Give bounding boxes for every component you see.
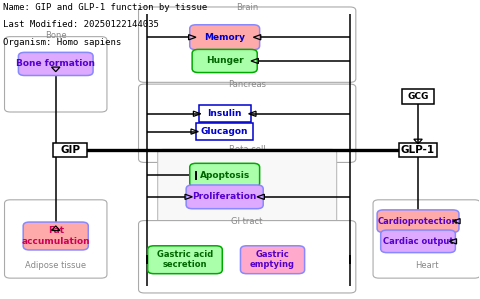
FancyBboxPatch shape: [190, 25, 260, 50]
Text: Pancreas: Pancreas: [228, 80, 266, 89]
Text: Cardioprotection: Cardioprotection: [378, 217, 458, 226]
Text: Fat
accumulation: Fat accumulation: [22, 226, 90, 246]
FancyBboxPatch shape: [157, 150, 336, 225]
FancyBboxPatch shape: [139, 7, 356, 82]
FancyBboxPatch shape: [18, 52, 93, 76]
Text: Memory: Memory: [204, 33, 245, 42]
Text: Heart: Heart: [415, 261, 438, 270]
Text: GI tract: GI tract: [231, 216, 263, 226]
Text: Bone formation: Bone formation: [16, 60, 95, 68]
Text: Adipose tissue: Adipose tissue: [25, 261, 86, 270]
Text: Cardiac output: Cardiac output: [383, 237, 453, 246]
Text: Last Modified: 20250122144035: Last Modified: 20250122144035: [3, 20, 159, 29]
FancyBboxPatch shape: [139, 84, 356, 162]
Text: Apoptosis: Apoptosis: [200, 171, 250, 180]
Text: Beta cell: Beta cell: [229, 145, 265, 154]
Text: Brain: Brain: [236, 3, 258, 12]
FancyBboxPatch shape: [199, 106, 251, 122]
FancyBboxPatch shape: [186, 185, 263, 209]
FancyBboxPatch shape: [139, 221, 356, 293]
FancyBboxPatch shape: [148, 246, 222, 274]
Text: Name: GIP and GLP-1 function by tissue: Name: GIP and GLP-1 function by tissue: [3, 3, 207, 12]
FancyBboxPatch shape: [4, 37, 107, 112]
Text: GIP: GIP: [60, 145, 80, 155]
FancyBboxPatch shape: [23, 222, 88, 250]
Text: Glucagon: Glucagon: [201, 127, 249, 136]
Text: GLP-1: GLP-1: [401, 145, 435, 155]
FancyBboxPatch shape: [192, 49, 257, 73]
Text: Proliferation: Proliferation: [192, 192, 257, 201]
FancyBboxPatch shape: [402, 89, 434, 104]
Text: Hunger: Hunger: [206, 57, 243, 65]
FancyBboxPatch shape: [53, 143, 87, 157]
FancyBboxPatch shape: [373, 200, 480, 278]
Text: GCG: GCG: [408, 92, 429, 101]
FancyBboxPatch shape: [399, 143, 437, 157]
FancyBboxPatch shape: [240, 246, 305, 274]
Text: Organism: Homo sapiens: Organism: Homo sapiens: [3, 38, 121, 47]
Text: Gastric
emptying: Gastric emptying: [250, 250, 295, 269]
Text: Insulin: Insulin: [207, 109, 242, 118]
FancyBboxPatch shape: [4, 200, 107, 278]
FancyBboxPatch shape: [377, 210, 459, 232]
Text: Gastric acid
secretion: Gastric acid secretion: [157, 250, 213, 269]
FancyBboxPatch shape: [196, 123, 253, 140]
FancyBboxPatch shape: [381, 230, 456, 253]
FancyBboxPatch shape: [190, 163, 260, 187]
Text: Bone: Bone: [45, 31, 67, 40]
